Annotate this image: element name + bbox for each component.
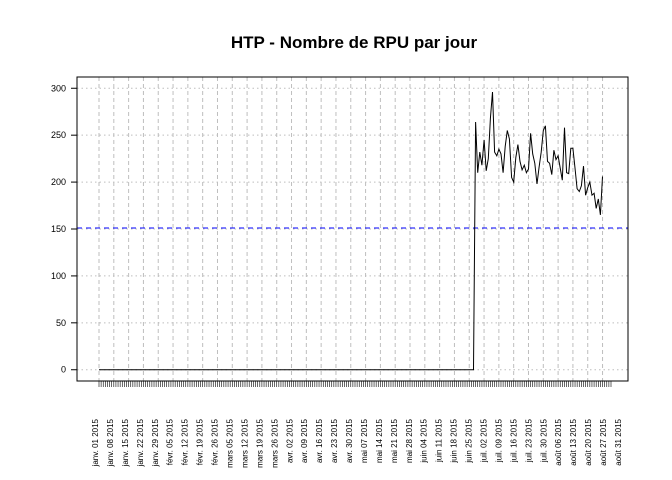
x-tick-label: juil. 16 2015 <box>509 418 518 463</box>
x-tick-label: août 27 2015 <box>599 418 608 465</box>
series-group <box>99 91 603 371</box>
x-tick-label: août 20 2015 <box>584 418 593 465</box>
x-tick-label: août 13 2015 <box>569 418 578 465</box>
x-tick-label: avr. 09 2015 <box>300 418 309 463</box>
x-tick-label: avr. 16 2015 <box>315 418 324 463</box>
x-tick-label: avr. 23 2015 <box>330 418 339 463</box>
x-tick-label: juil. 02 2015 <box>480 418 489 463</box>
y-tick-label: 250 <box>51 130 66 140</box>
x-tick-label: janv. 01 2015 <box>91 418 100 467</box>
y-tick-label: 300 <box>51 83 66 93</box>
series-line <box>99 91 603 371</box>
x-tick-label: janv. 15 2015 <box>121 418 130 467</box>
x-tick-label: févr. 12 2015 <box>181 418 190 465</box>
x-tick-label: févr. 26 2015 <box>211 418 220 465</box>
x-tick-label: juin 11 2015 <box>435 418 444 463</box>
chart-title: HTP - Nombre de RPU par jour <box>231 33 478 52</box>
y-tick-label: 100 <box>51 271 66 281</box>
x-tick-label: juil. 09 2015 <box>494 418 503 463</box>
x-axis: janv. 01 2015 janv. 08 2015 janv. 15 2015 j… <box>91 381 623 468</box>
x-tick-label: juil. 23 2015 <box>524 418 533 463</box>
y-tick-label: 150 <box>51 224 66 234</box>
x-tick-label: avr. 02 2015 <box>285 418 294 463</box>
x-tick-label: août 06 2015 <box>554 418 563 465</box>
x-tick-label: mai 21 2015 <box>390 418 399 463</box>
y-tick-label: 50 <box>56 318 66 328</box>
x-tick-label: févr. 19 2015 <box>196 418 205 465</box>
y-tick-label: 200 <box>51 177 66 187</box>
x-tick-label: janv. 22 2015 <box>136 418 145 467</box>
x-tick-label: févr. 05 2015 <box>166 418 175 465</box>
x-tick-label: mars 19 2015 <box>255 418 264 467</box>
x-tick-label: juil. 30 2015 <box>539 418 548 463</box>
y-tick-label: 0 <box>61 365 66 375</box>
x-tick-label: juin 04 2015 <box>420 418 429 463</box>
x-tick-label: janv. 29 2015 <box>151 418 160 467</box>
grid <box>77 77 628 381</box>
x-tick-label: mai 28 2015 <box>405 418 414 463</box>
x-tick-label: juin 25 2015 <box>465 418 474 463</box>
y-axis: 0 50 100 150 200 250 300 <box>51 83 77 375</box>
x-tick-label: avr. 30 2015 <box>345 418 354 463</box>
x-tick-label: mars 26 2015 <box>270 418 279 467</box>
x-tick-label: août 31 2015 <box>614 418 623 465</box>
x-tick-label: mai 07 2015 <box>360 418 369 463</box>
x-tick-label: mars 05 2015 <box>225 418 234 467</box>
x-tick-label: mai 14 2015 <box>375 418 384 463</box>
x-tick-label: janv. 08 2015 <box>106 418 115 467</box>
x-tick-label: mars 12 2015 <box>240 418 249 467</box>
x-tick-label: juin 18 2015 <box>450 418 459 463</box>
